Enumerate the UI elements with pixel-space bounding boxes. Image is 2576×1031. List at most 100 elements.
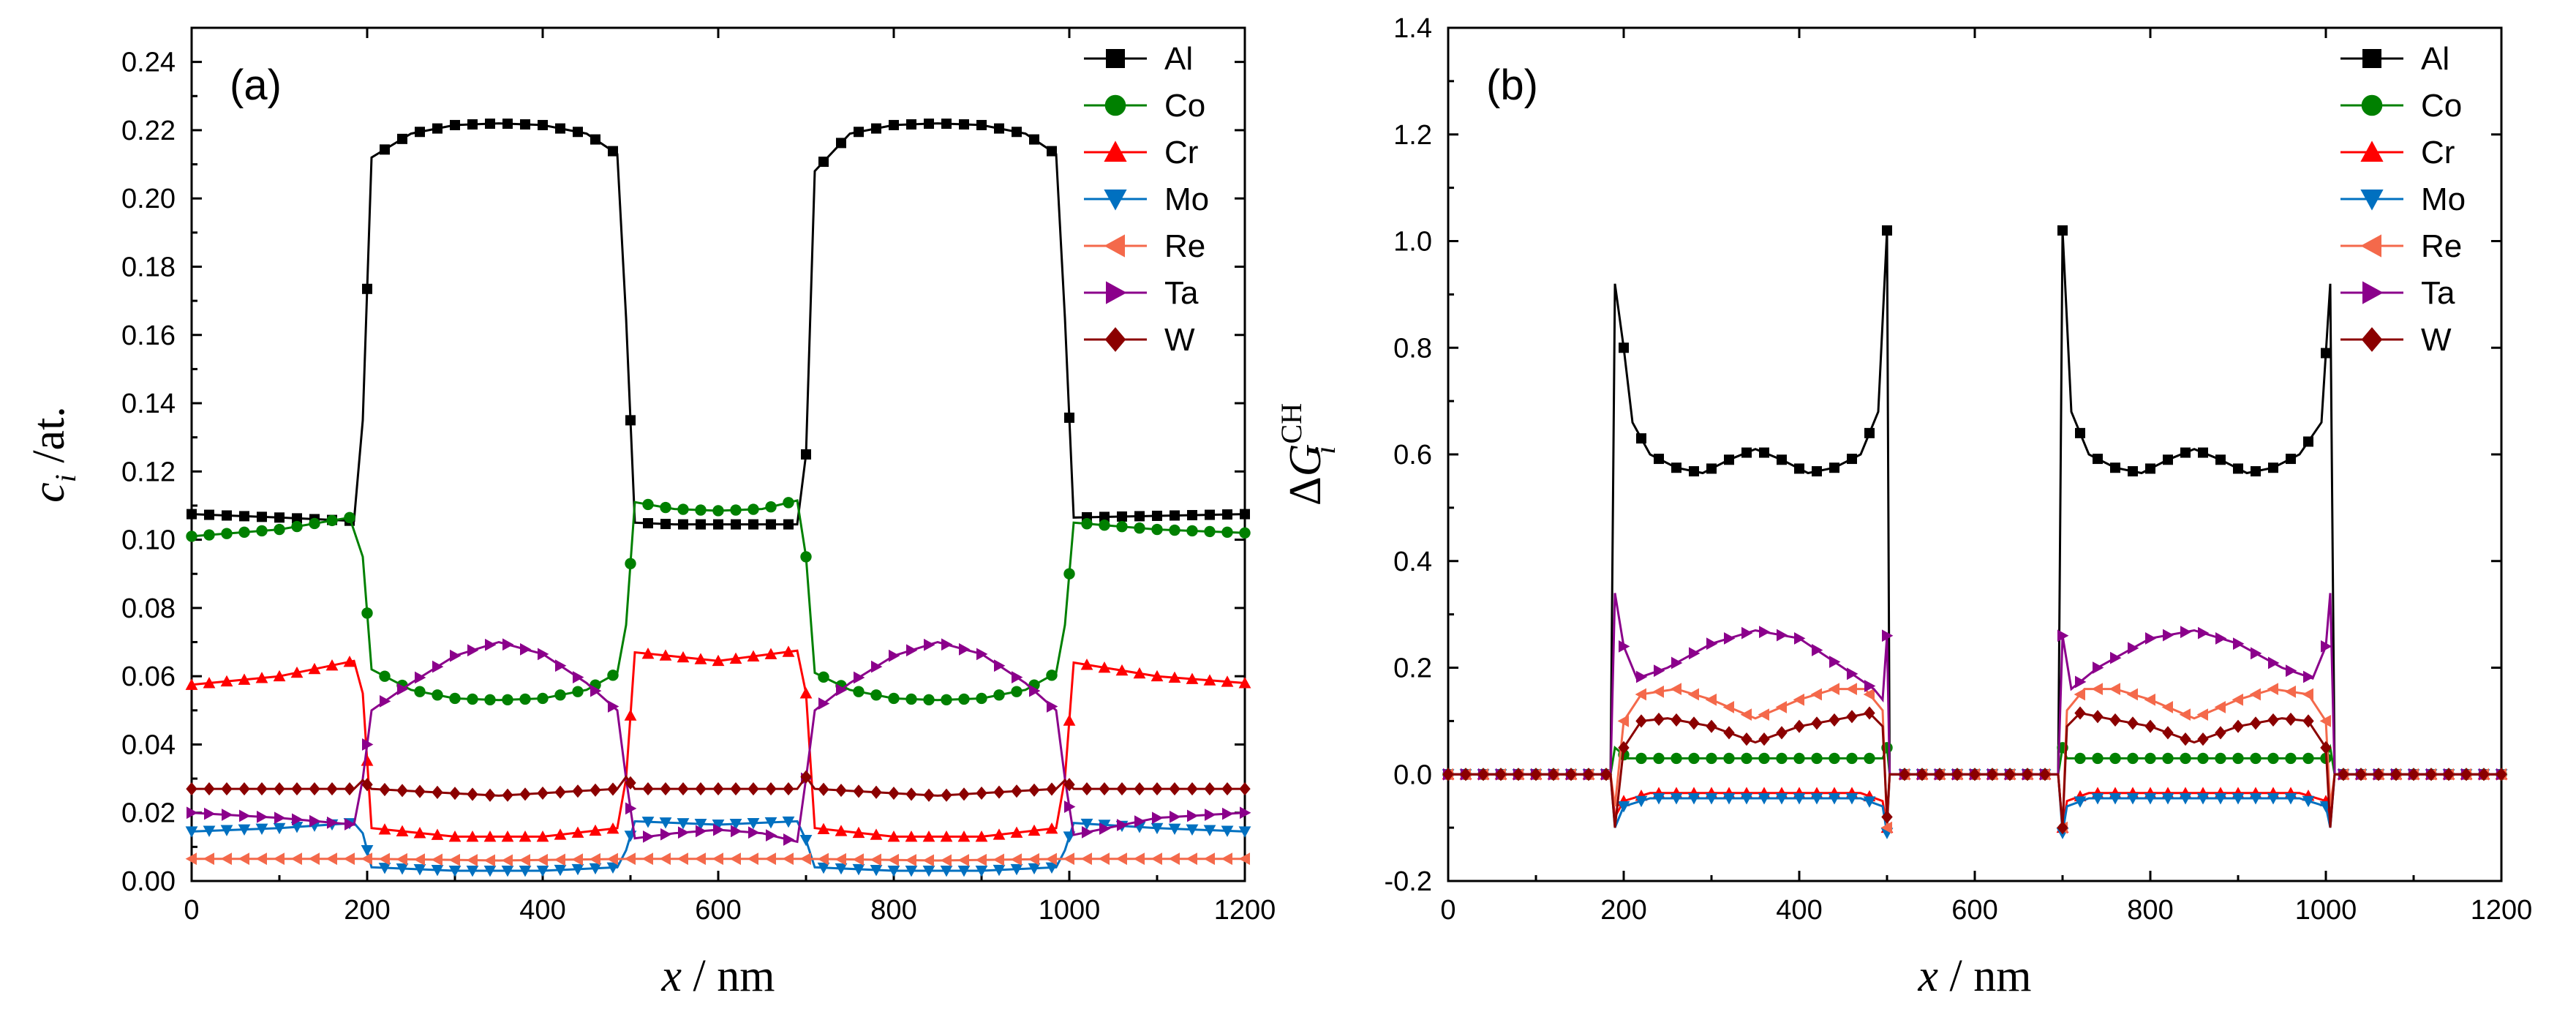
data-point: [203, 529, 215, 541]
data-point: [1222, 509, 1232, 520]
data-point: [2215, 726, 2226, 740]
data-point: [993, 828, 1006, 840]
data-point: [1028, 863, 1041, 875]
data-point: [2180, 447, 2191, 458]
data-point: [1653, 752, 1665, 765]
data-point: [677, 651, 690, 663]
data-point: [642, 781, 654, 796]
data-point: [2145, 463, 2155, 474]
data-point: [764, 817, 777, 829]
data-point: [431, 865, 444, 877]
x-axis-title: x / nm: [661, 951, 775, 1001]
data-point: [976, 648, 988, 661]
data-point: [836, 138, 846, 149]
data-point: [730, 504, 742, 516]
data-point: [2180, 752, 2191, 765]
data-point: [870, 853, 881, 866]
data-point: [2249, 793, 2262, 805]
data-point: [643, 518, 653, 529]
data-point: [414, 784, 426, 798]
data-point: [1133, 852, 1145, 866]
data-point: [1758, 752, 1770, 765]
data-point: [1671, 713, 1682, 727]
data-point: [994, 123, 1004, 134]
y-tick-label: 0.10: [121, 525, 176, 556]
legend-marker: [2362, 49, 2381, 68]
data-point: [519, 787, 531, 801]
data-point: [678, 826, 690, 839]
data-point: [1010, 826, 1023, 838]
data-point: [396, 852, 407, 866]
data-point: [817, 862, 830, 874]
data-point: [1150, 670, 1164, 682]
data-point: [713, 519, 723, 530]
data-point: [554, 785, 566, 799]
data-point: [1617, 801, 1630, 813]
data-point: [431, 828, 444, 840]
data-point: [1812, 466, 1822, 477]
data-point: [1810, 688, 1822, 701]
x-tick-label: 800: [2127, 895, 2173, 926]
data-point: [643, 830, 655, 843]
data-point: [695, 781, 707, 796]
data-point: [2075, 427, 2085, 438]
data-point: [2303, 436, 2313, 447]
series-line-al: [191, 122, 1246, 526]
data-point: [694, 819, 707, 831]
data-point: [2163, 454, 2173, 465]
data-point: [730, 781, 742, 796]
data-point: [1134, 522, 1145, 534]
data-point: [2022, 768, 2033, 781]
data-point: [2109, 793, 2122, 805]
data-point: [695, 504, 707, 516]
data-point: [835, 863, 848, 875]
data-point: [431, 853, 442, 866]
legend-label: Re: [1164, 228, 1205, 264]
data-point: [1812, 644, 1823, 656]
data-point: [2161, 793, 2174, 805]
data-point: [1204, 781, 1216, 796]
data-point: [799, 687, 813, 699]
y-tick-label: 0.0: [1393, 760, 1432, 790]
y-tick-label: 0.8: [1393, 333, 1432, 364]
data-point: [292, 513, 302, 524]
data-point: [1723, 726, 1735, 740]
y-tick-label: 1.0: [1393, 227, 1432, 258]
series-line-cr: [191, 649, 1246, 838]
data-point: [1115, 852, 1127, 866]
data-point: [290, 852, 302, 866]
data-point: [308, 852, 320, 866]
data-point: [2251, 466, 2261, 477]
data-point: [764, 852, 776, 866]
series-line-ta: [191, 640, 1246, 844]
data-point: [1151, 523, 1163, 536]
data-point: [2127, 752, 2139, 765]
data-point: [380, 694, 391, 708]
data-point: [2215, 454, 2226, 465]
data-point: [1617, 714, 1629, 727]
data-point: [2373, 768, 2384, 781]
x-tick-label: 1200: [1214, 895, 1276, 926]
data-point: [1081, 518, 1093, 530]
data-point: [1442, 768, 1454, 781]
data-point: [1689, 647, 1701, 660]
data-point: [835, 825, 848, 836]
data-point: [641, 817, 655, 828]
x-axis-title: x / nm: [1918, 951, 2032, 1001]
data-point: [748, 519, 758, 530]
data-point: [606, 822, 619, 834]
data-point: [378, 852, 390, 866]
data-point: [1916, 768, 1928, 781]
y-tick-label: 0.12: [121, 457, 176, 487]
data-point: [975, 853, 987, 866]
data-point: [1495, 768, 1507, 781]
series-line-mo: [1448, 773, 2501, 833]
data-point: [1238, 852, 1250, 866]
data-point: [2074, 688, 2085, 701]
data-point: [941, 694, 952, 706]
data-point: [2320, 741, 2332, 754]
data-point: [1654, 664, 1665, 678]
legend: Al Co Cr Mo Re Ta W: [2340, 41, 2466, 358]
data-point: [432, 689, 443, 701]
data-point: [1151, 781, 1163, 796]
